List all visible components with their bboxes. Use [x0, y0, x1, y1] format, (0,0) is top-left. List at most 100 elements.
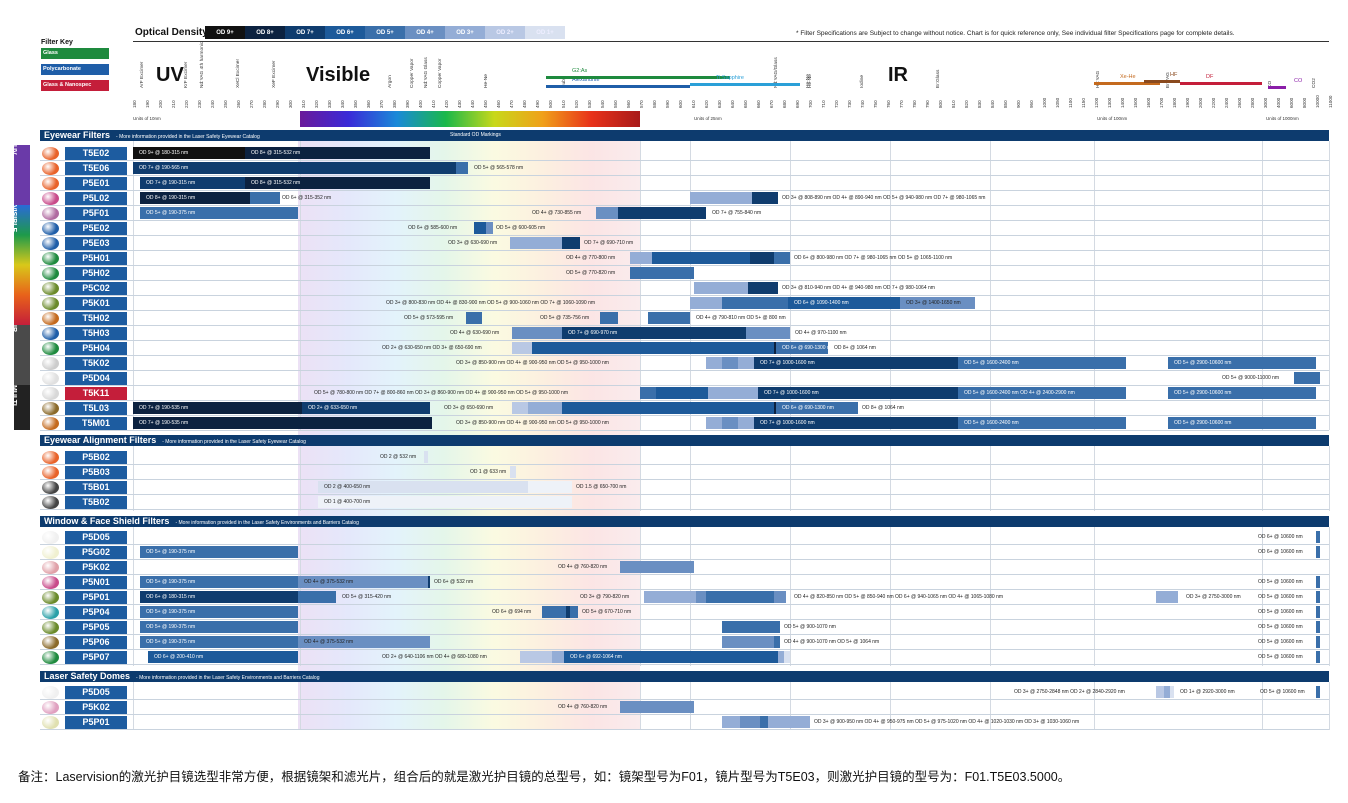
- od-range-label: OD 5+ @ 900-1070 nm: [784, 624, 836, 630]
- grid-line: [990, 446, 991, 511]
- tick-label: 280: [262, 100, 267, 108]
- grid-line: [1094, 527, 1095, 666]
- od-range-label: OD 3+ @ 900-950 nm OD 4+ @ 950-975 nm OD…: [814, 719, 1080, 725]
- tick-label: 1300: [1107, 97, 1112, 108]
- units-100nm: Units of 100nm: [1097, 116, 1128, 121]
- od-bar-label: OD 8+ @ 315-532 nm: [251, 180, 301, 186]
- od-bar: [140, 621, 298, 633]
- od-range-label: OD 5+ @ 10600 nm: [1258, 654, 1303, 660]
- od-range-label: OD 6+ @ 694 nm: [492, 609, 532, 615]
- od-range-label: OD 7+ @ 755-840 nm: [712, 210, 762, 216]
- od-range-label: OD 4+ @ 790-810 nm OD 5+ @ 800 nm: [696, 315, 786, 321]
- od-bar: [774, 252, 790, 264]
- row-divider: [40, 175, 1329, 176]
- lens-swatch: [42, 531, 59, 544]
- row-divider: [40, 385, 1329, 386]
- od-range-label: OD 3+ @ 850-900 nm OD 4+ @ 900-950 nm OD…: [456, 420, 609, 426]
- od-bar: [1164, 686, 1170, 698]
- od-bar: [620, 701, 694, 713]
- filter-id: T5H02: [65, 312, 127, 325]
- od-range-label: OD 3+ @ 810-940 nm OD 4+ @ 940-980 nm OD…: [782, 285, 935, 291]
- od-bar: [708, 387, 758, 399]
- tick-label: 220: [184, 100, 189, 108]
- tick-label: 390: [405, 100, 410, 108]
- lens-swatch: [42, 237, 59, 250]
- od-bar: [620, 561, 694, 573]
- laser-label: XeCl Excimer: [236, 58, 241, 88]
- row-divider: [40, 265, 1329, 266]
- tick-label: 3000: [1263, 97, 1268, 108]
- lens-swatch: [42, 716, 59, 729]
- od-bar: [900, 297, 975, 309]
- od-bar: [1156, 591, 1178, 603]
- filter-id: T5K02: [65, 357, 127, 370]
- od-bar-label: OD 7+ @ 190-315 nm: [146, 180, 196, 186]
- row-divider: [40, 589, 1329, 590]
- od-bar-label: OD 7+ @ 1000-1600 nm: [760, 420, 815, 426]
- od-bar: [528, 402, 562, 414]
- row-divider: [40, 310, 1329, 311]
- tick-label: 750: [873, 100, 878, 108]
- od-bar: [140, 177, 245, 189]
- od-bar: [1316, 531, 1320, 543]
- lens-swatch: [42, 297, 59, 310]
- od-bar-label: OD 8+ @ 315-532 nm: [251, 150, 301, 156]
- row-divider: [40, 160, 1329, 161]
- filter-id: T5L03: [65, 402, 127, 415]
- grid-line: [1329, 682, 1330, 730]
- grid-line: [1329, 446, 1330, 511]
- scale-top-rule: [133, 41, 1329, 42]
- tick-label: 2600: [1237, 97, 1242, 108]
- od-level: OD 2+: [485, 26, 525, 39]
- row-divider: [40, 729, 1329, 730]
- row-divider: [40, 619, 1329, 620]
- lens-swatch: [42, 177, 59, 190]
- od-bar: [596, 207, 618, 219]
- od-bar: [774, 342, 776, 354]
- tick-label: 330: [327, 100, 332, 108]
- od-range-label: OD 4+ @ 970-1100 nm: [795, 330, 847, 336]
- od-bar: [250, 192, 280, 204]
- laser-band: [1180, 82, 1262, 85]
- section-title: Eyewear Filters: [44, 130, 111, 140]
- od-bar: [510, 237, 562, 249]
- tick-label: 240: [210, 100, 215, 108]
- grid-line: [890, 682, 891, 730]
- od-bar: [140, 591, 298, 603]
- od-bar: [140, 606, 298, 618]
- lens-swatch: [42, 496, 59, 509]
- od-range-label: OD 5+ @ 10600 nm: [1258, 624, 1303, 630]
- od-scale-legend: OD 9+ OD 8+ OD 7+ OD 6+ OD 5+ OD 4+ OD 3+ OD 2+…: [205, 26, 565, 39]
- filter-id: P5E03: [65, 237, 127, 250]
- units-25nm: Units of 25nm: [694, 116, 722, 121]
- laser-label: Nd:YAG 4th harmonic: [200, 41, 205, 88]
- laser-band: [546, 76, 730, 79]
- tick-label: 790: [925, 100, 930, 108]
- grid-line: [990, 682, 991, 730]
- lens-swatch: [42, 576, 59, 589]
- row-divider: [40, 544, 1329, 545]
- tick-label: 830: [977, 100, 982, 108]
- od-bar-label: OD 2 @ 400-650 nm: [324, 484, 371, 490]
- grid-line: [690, 446, 691, 511]
- tick-label: 2000: [1198, 97, 1203, 108]
- laser-label: He-Ne: [808, 74, 813, 88]
- row-divider: [40, 464, 1329, 465]
- od-bar: [722, 357, 738, 369]
- od-range-label: OD 3+ @ 790-820 nm: [580, 594, 630, 600]
- od-range-label: OD 4+ @ 760-820 nm: [558, 704, 608, 710]
- tick-label: 600: [678, 100, 683, 108]
- lens-swatch: [42, 481, 59, 494]
- filter-id: P5H04: [65, 342, 127, 355]
- filter-id: P5D05: [65, 531, 127, 544]
- lens-swatch: [42, 147, 59, 160]
- tick-label: 410: [431, 100, 436, 108]
- grid-line: [133, 682, 134, 730]
- row-divider: [40, 355, 1329, 356]
- od-range-label: OD 8+ @ 1064 nm: [862, 405, 904, 411]
- od-bar: [466, 312, 482, 324]
- od-bar-label: OD 6+ @ 690-1300 nm: [782, 345, 834, 351]
- filter-key-title: Filter Key: [41, 39, 73, 46]
- tick-label: 260: [236, 100, 241, 108]
- od-bar-label: OD 5+ @ 1600-2400 nm: [964, 360, 1019, 366]
